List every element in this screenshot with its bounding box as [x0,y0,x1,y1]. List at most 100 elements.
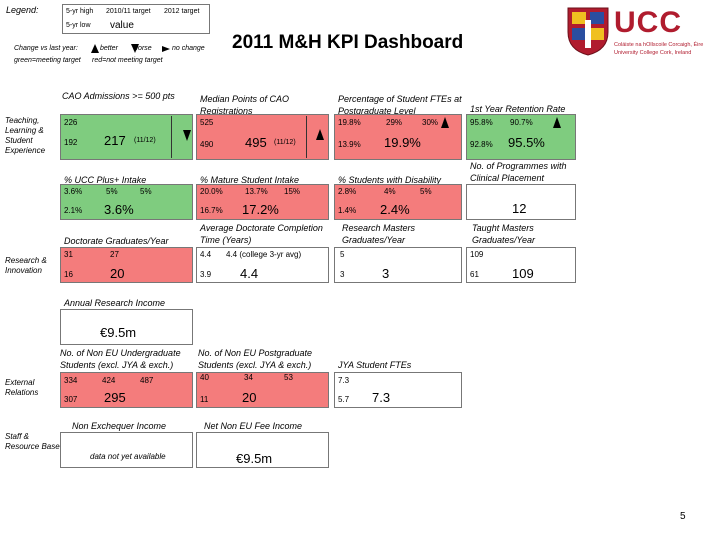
page-title: 2011 M&H KPI Dashboard [232,32,464,53]
research-masters-high: 5 [340,250,345,259]
section-research: Research & Innovation [5,256,47,275]
clinical-tile [466,184,576,220]
legend-target-2: 2012 target [164,8,200,15]
legend-box [62,4,210,34]
ucc-plus-label: % UCC Plus+ Intake [64,175,147,185]
legend-5yr-high: 5-yr high [66,8,94,15]
research-masters-low: 3 [340,270,345,279]
logo-subtitle-2: University College Cork, Ireland [614,50,692,56]
arrow-up-icon [553,117,561,128]
cao-separator [171,116,172,158]
mature-target-1: 13.7% [245,187,268,196]
mature-tile [196,184,329,220]
non-eu-pg-tile [196,372,329,408]
research-income-label: Annual Research Income [64,298,166,308]
median-label: Median Points of CAO Registrations [200,94,290,116]
non-eu-pg-high: 40 [200,373,209,382]
non-eu-ug-low: 307 [64,395,78,404]
cao-low: 192 [64,138,78,147]
taught-masters-low: 61 [470,270,479,279]
median-value: 495 [245,135,267,150]
taught-masters-tile [466,247,576,283]
cao-high: 226 [64,118,78,127]
mature-label: % Mature Student Intake [200,175,300,185]
ucc-plus-target-2: 5% [140,187,152,196]
median-separator [306,116,307,158]
disability-target-2: 5% [420,187,432,196]
page-number: 5 [680,511,686,522]
doctorate-value: 20 [110,266,125,281]
legend-worse: worse [133,45,152,52]
ucc-plus-target-1: 5% [106,187,118,196]
cao-label: CAO Admissions >= 500 pts [62,91,175,101]
median-high: 525 [200,118,214,127]
legend-red: red=not meeting target [92,57,163,64]
section-external: External Relations [5,378,39,397]
ucc-plus-low: 2.1% [64,206,83,215]
legend-change: Change vs last year: [14,45,78,52]
jya-value: 7.3 [372,390,391,405]
mature-target-2: 15% [284,187,301,196]
legend-better: better [100,45,118,52]
legend-arrows [91,44,170,53]
logo-subtitle-1: Coláiste na hOllscoile Corcaigh, Éire [614,42,704,48]
legend-no-change: no change [172,45,205,52]
legend-label: Legend: [6,5,39,15]
research-masters-value: 3 [382,266,390,281]
pg-fte-label: Percentage of Student FTEs at Postgradua… [338,94,462,116]
non-eu-ug-target-2: 487 [140,376,154,385]
pg-fte-tile [334,114,462,160]
mature-value: 17.2% [242,202,279,217]
legend-green: green=meeting target [14,57,81,64]
mature-high: 20.0% [200,187,223,196]
research-income-value: €9.5m [100,325,137,340]
arrow-up-icon [91,44,99,53]
ucc-crest-icon [567,7,609,56]
jya-high: 7.3 [338,376,350,385]
non-eu-pg-value: 20 [242,390,257,405]
research-income-tile [60,309,193,345]
taught-masters-value: 109 [512,266,534,281]
taught-masters-high: 109 [470,250,484,259]
net-non-eu-fee-value: €9.5m [236,451,273,466]
section-staff: Staff & Resource Base [5,432,60,451]
pg-fte-low: 13.9% [338,140,361,149]
non-eu-pg-low: 11 [200,395,209,404]
completion-label: Average Doctorate Completion Time (Years… [200,223,323,245]
non-eu-ug-target-1: 424 [102,376,116,385]
non-exchequer-value: data not yet available [90,452,166,461]
arrow-right-icon [162,46,170,52]
retention-label: 1st Year Retention Rate [470,104,566,114]
legend-5yr-low: 5-yr low [66,22,91,29]
disability-low: 1.4% [338,206,357,215]
non-eu-pg-label: No. of Non EU Postgraduate Students (exc… [198,348,313,370]
research-masters-tile [334,247,462,283]
doctorate-high: 31 [64,250,73,259]
arrow-up-icon [441,117,449,128]
non-eu-pg-target-1: 34 [244,373,253,382]
legend-value: value [110,20,134,31]
legend-target-1: 2010/11 target [106,8,151,15]
median-low: 490 [200,140,214,149]
completion-high: 4.4 [200,250,212,259]
pg-fte-high: 19.8% [338,118,361,127]
retention-value: 95.5% [508,135,545,150]
jya-low: 5.7 [338,395,350,404]
retention-low: 92.8% [470,140,493,149]
cao-note: (11/12) [134,137,156,144]
ucc-plus-high: 3.6% [64,187,83,196]
retention-high: 95.8% [470,118,493,127]
arrow-down-icon [183,130,191,141]
completion-target: 4.4 (college 3-yr avg) [226,250,302,259]
clinical-label: No. of Programmes with Clinical Placemen… [470,161,567,183]
net-non-eu-fee-tile [196,432,329,468]
arrow-up-icon [316,129,324,140]
disability-target-1: 4% [384,187,396,196]
cao-value: 217 [104,133,126,148]
completion-value: 4.4 [240,266,259,281]
taught-masters-label: Taught Masters Graduates/Year [472,223,536,245]
ucc-plus-tile [60,184,193,220]
retention-target: 90.7% [510,118,533,127]
completion-tile [196,247,329,283]
median-note: (11/12) [274,139,296,146]
